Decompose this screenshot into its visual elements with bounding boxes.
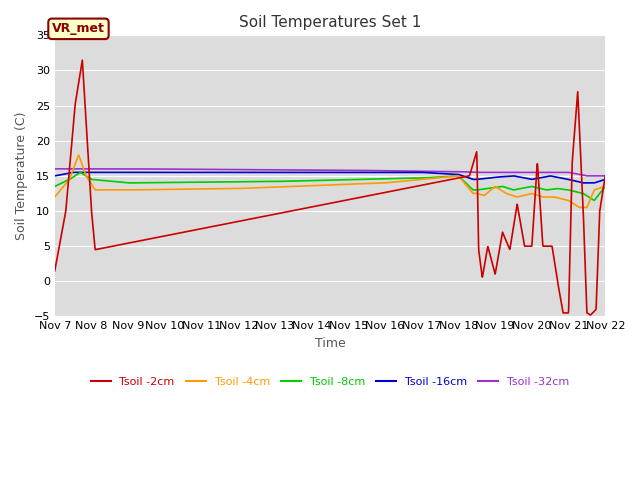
Tsoil -4cm: [75, 152, 83, 158]
Line: Tsoil -2cm: Tsoil -2cm: [55, 60, 605, 315]
Tsoil -4cm: [602, 183, 609, 189]
Tsoil -8cm: [51, 183, 59, 189]
Tsoil -2cm: [586, 312, 593, 317]
Tsoil -32cm: [79, 166, 86, 172]
Tsoil -2cm: [79, 71, 87, 77]
Tsoil -2cm: [484, 246, 492, 252]
Tsoil -4cm: [484, 189, 492, 195]
Tsoil -16cm: [304, 169, 312, 175]
Tsoil -16cm: [69, 169, 77, 175]
Tsoil -8cm: [590, 198, 598, 204]
Tsoil -16cm: [51, 173, 59, 179]
Tsoil -4cm: [586, 198, 593, 204]
Tsoil -2cm: [319, 202, 326, 208]
Legend: Tsoil -2cm, Tsoil -4cm, Tsoil -8cm, Tsoil -16cm, Tsoil -32cm: Tsoil -2cm, Tsoil -4cm, Tsoil -8cm, Tsoi…: [86, 372, 574, 392]
Tsoil -32cm: [319, 167, 326, 173]
Y-axis label: Soil Temperature (C): Soil Temperature (C): [15, 112, 28, 240]
Tsoil -16cm: [79, 169, 87, 175]
Line: Tsoil -4cm: Tsoil -4cm: [55, 155, 605, 207]
X-axis label: Time: Time: [315, 337, 346, 350]
Line: Tsoil -32cm: Tsoil -32cm: [55, 169, 605, 176]
Tsoil -16cm: [319, 169, 326, 175]
Tsoil -8cm: [586, 194, 593, 200]
Tsoil -2cm: [304, 205, 312, 211]
Tsoil -16cm: [602, 177, 609, 182]
Tsoil -16cm: [586, 180, 593, 186]
Tsoil -2cm: [587, 312, 595, 318]
Tsoil -4cm: [319, 182, 326, 188]
Tsoil -8cm: [484, 186, 492, 192]
Tsoil -8cm: [304, 178, 312, 183]
Tsoil -16cm: [484, 175, 492, 181]
Tsoil -32cm: [583, 173, 591, 179]
Tsoil -4cm: [79, 165, 87, 170]
Line: Tsoil -16cm: Tsoil -16cm: [55, 172, 605, 183]
Tsoil -4cm: [304, 183, 312, 189]
Title: Soil Temperatures Set 1: Soil Temperatures Set 1: [239, 15, 421, 30]
Tsoil -8cm: [77, 169, 84, 175]
Tsoil -16cm: [586, 180, 594, 186]
Tsoil -2cm: [79, 57, 86, 63]
Text: VR_met: VR_met: [52, 23, 105, 36]
Tsoil -8cm: [79, 171, 87, 177]
Tsoil -2cm: [586, 312, 593, 317]
Tsoil -8cm: [319, 178, 326, 183]
Tsoil -8cm: [602, 183, 609, 189]
Tsoil -16cm: [580, 180, 588, 186]
Tsoil -32cm: [602, 173, 609, 179]
Tsoil -32cm: [586, 173, 593, 179]
Tsoil -4cm: [586, 198, 594, 204]
Tsoil -32cm: [304, 167, 312, 173]
Tsoil -32cm: [484, 169, 492, 175]
Tsoil -2cm: [51, 268, 59, 274]
Line: Tsoil -8cm: Tsoil -8cm: [55, 172, 605, 201]
Tsoil -32cm: [51, 166, 59, 172]
Tsoil -4cm: [576, 204, 584, 210]
Tsoil -2cm: [602, 173, 609, 179]
Tsoil -8cm: [586, 194, 593, 200]
Tsoil -32cm: [586, 173, 593, 179]
Tsoil -4cm: [51, 194, 59, 200]
